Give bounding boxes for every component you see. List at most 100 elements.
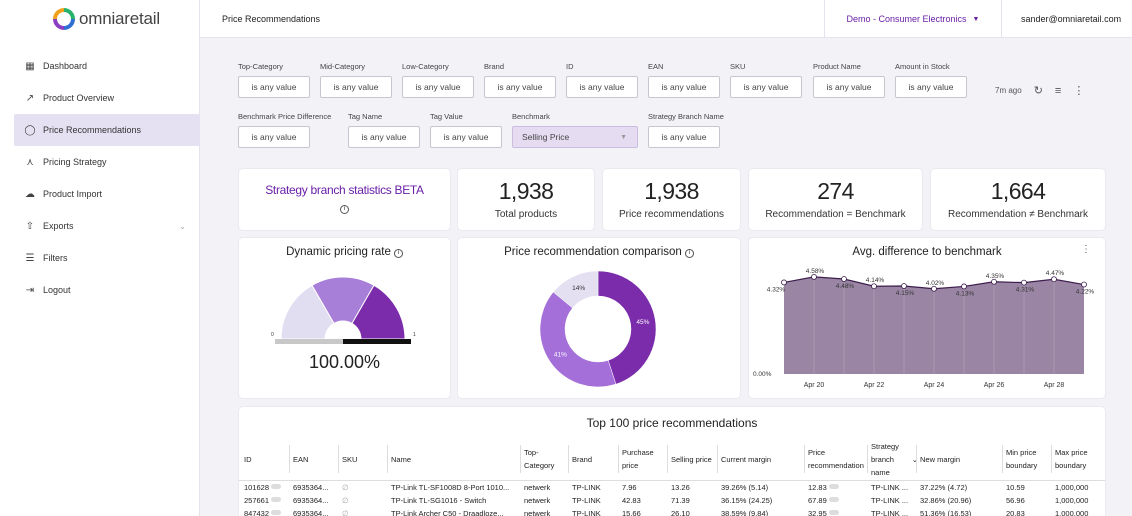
more-vertical-icon[interactable]: ⋮	[1081, 244, 1091, 255]
table-cell: 847432	[244, 509, 289, 516]
column-header[interactable]: EAN	[293, 454, 309, 464]
table-cell: 39.26% (5.14)	[721, 483, 769, 492]
sidebar-item-label: Product Overview	[43, 93, 115, 103]
filter-label: Top-Category	[238, 62, 284, 71]
donut-slice-label: 41%	[554, 352, 567, 359]
area-point	[991, 278, 997, 285]
more-horizontal-icon[interactable]	[828, 484, 839, 489]
sidebar-item-dashboard[interactable]: ▦ Dashboard	[0, 50, 200, 82]
logo[interactable]: omniaretail	[53, 6, 160, 32]
area-point	[931, 285, 937, 292]
donut-title: Price recommendation comparison i	[458, 246, 740, 258]
column-header[interactable]: ID	[244, 454, 252, 464]
column-header[interactable]: Min price boundary	[1006, 448, 1038, 470]
more-horizontal-icon[interactable]	[271, 510, 282, 515]
filter-input[interactable]: is any value	[320, 76, 392, 98]
table-cell: netwerk	[524, 496, 551, 505]
column-divider	[568, 445, 569, 473]
logo-ring-icon	[53, 8, 75, 30]
filter-tag-name: Tag Name is any value	[348, 112, 420, 148]
filter-input[interactable]: is any value	[430, 126, 502, 148]
filter-input[interactable]: is any value	[238, 126, 310, 148]
area-chart: 4.32% 4.58% 4.48% 4.14% 4.15% 4.02% 4.13% 4.35%…	[753, 268, 1095, 389]
column-header[interactable]: SKU	[342, 454, 358, 464]
more-vertical-icon[interactable]: ⋮	[1073, 85, 1085, 97]
table-cell: TP-LINK ...	[871, 496, 909, 505]
sidebar-item-pricing-strategy[interactable]: ⋏ Pricing Strategy	[0, 146, 200, 178]
table-cell: 12.83	[808, 483, 868, 492]
tenant-selector[interactable]: Demo - Consumer Electronics ▼	[824, 0, 1002, 38]
filter-input[interactable]: is any value	[813, 76, 885, 98]
area-data-label: 4.22%	[1076, 289, 1095, 296]
sidebar-item-logout[interactable]: ⇥ Logout	[0, 274, 200, 306]
table-cell: 42.83	[622, 496, 641, 505]
network-icon: ⋏	[26, 156, 34, 168]
stat-card-price-recommendations: 1,938 Price recommendations	[603, 169, 740, 230]
sort-down-icon[interactable]: ⌄	[911, 454, 918, 464]
stat-caption: Recommendation ≠ Benchmark	[948, 209, 1088, 220]
donut-slice	[539, 291, 617, 388]
table-cell: 1,000,000	[1055, 509, 1089, 516]
column-header[interactable]: Name	[391, 454, 412, 464]
column-header[interactable]: Purchase price	[622, 448, 654, 470]
more-horizontal-icon[interactable]	[828, 510, 839, 515]
filter-input[interactable]: is any value	[238, 76, 310, 98]
strategy-branch-card[interactable]: Strategy branch statistics BETA i	[239, 169, 450, 230]
filter-input[interactable]: is any value	[484, 76, 556, 98]
filter-benchmark: Benchmark Selling Price ▼	[512, 112, 638, 148]
top-bar: Price Recommendations Demo - Consumer El…	[200, 0, 1132, 38]
table-row[interactable]: 257661 6935364... ∅ TP-Link TL-SG1016 - Swi…	[239, 494, 1105, 507]
sidebar-item-product-overview[interactable]: ↗ Product Overview	[0, 82, 200, 114]
column-header[interactable]: Selling price	[671, 454, 712, 464]
gauge-needle	[343, 339, 411, 344]
sidebar-item-filters[interactable]: ☰ Filters	[0, 242, 200, 274]
column-header[interactable]: Brand	[572, 454, 593, 464]
sidebar-item-price-recommendations[interactable]: ◯ Price Recommendations	[14, 114, 200, 146]
column-header[interactable]: Current margin	[721, 454, 772, 464]
filter-input[interactable]: is any value	[348, 126, 420, 148]
filter-input[interactable]: is any value	[566, 76, 638, 98]
column-header[interactable]: Strategy branch name ⌄	[871, 441, 918, 477]
table-title: Top 100 price recommendations	[586, 416, 758, 430]
column-header[interactable]: Max price boundary	[1055, 448, 1088, 470]
info-icon[interactable]: i	[393, 249, 403, 258]
x-axis-tick: Apr 22	[864, 382, 885, 389]
user-email[interactable]: sander@omniaretail.com	[1021, 14, 1122, 24]
table-row[interactable]: 847432 6935364... ∅ TP-Link Archer C50 - Dr…	[239, 507, 1105, 516]
filter-input[interactable]: is any value	[648, 126, 720, 148]
info-icon[interactable]: i	[684, 249, 694, 258]
filter-input[interactable]: is any value	[730, 76, 802, 98]
column-divider	[338, 445, 339, 473]
filter-input[interactable]: is any value	[402, 76, 474, 98]
filter-input[interactable]: is any value	[895, 76, 967, 98]
filter-input[interactable]: is any value	[648, 76, 720, 98]
more-horizontal-icon[interactable]	[271, 484, 282, 489]
export-icon: ⇧	[25, 220, 35, 232]
more-horizontal-icon[interactable]	[828, 497, 839, 502]
donut-title-text: Price recommendation comparison	[504, 246, 682, 258]
table-cell: 257661	[244, 496, 289, 505]
table-cell: 6935364...	[293, 509, 329, 516]
sidebar-item-exports[interactable]: ⇧ Exports ⌄	[0, 210, 200, 242]
table-cell: 56.96	[1006, 496, 1025, 505]
table-cell: TP-Link TL-SF1008D 8-Port 1010...	[391, 483, 510, 492]
donut-slice-label: 45%	[636, 319, 649, 326]
stat-value: 1,938	[644, 178, 699, 204]
table-cell: 13.26	[671, 483, 690, 492]
top-recommendations-table: Top 100 price recommendations ID EAN SKU Na…	[239, 407, 1105, 516]
info-icon[interactable]: i	[340, 203, 349, 214]
sidebar-item-label: Filters	[43, 253, 68, 263]
benchmark-select[interactable]: Selling Price ▼	[512, 126, 638, 148]
column-header[interactable]: Top-Category	[524, 448, 555, 470]
sidebar-item-product-import[interactable]: ☁ Product Import	[0, 178, 200, 210]
filter-icon[interactable]: ≡	[1054, 84, 1062, 97]
column-header[interactable]: Price recommendation	[808, 448, 864, 470]
refresh-icon[interactable]: ↻	[1033, 85, 1043, 97]
area-point	[811, 274, 817, 280]
filter-id: ID is any value	[566, 62, 638, 98]
more-horizontal-icon[interactable]	[271, 497, 282, 502]
logo-text: omniaretail	[79, 9, 160, 28]
table-row[interactable]: 101628 6935364... ∅ TP-Link TL-SF1008D 8-Po…	[239, 481, 1105, 494]
column-header[interactable]: New margin	[920, 454, 961, 464]
filter-top-category: Top-Category is any value	[238, 62, 310, 98]
